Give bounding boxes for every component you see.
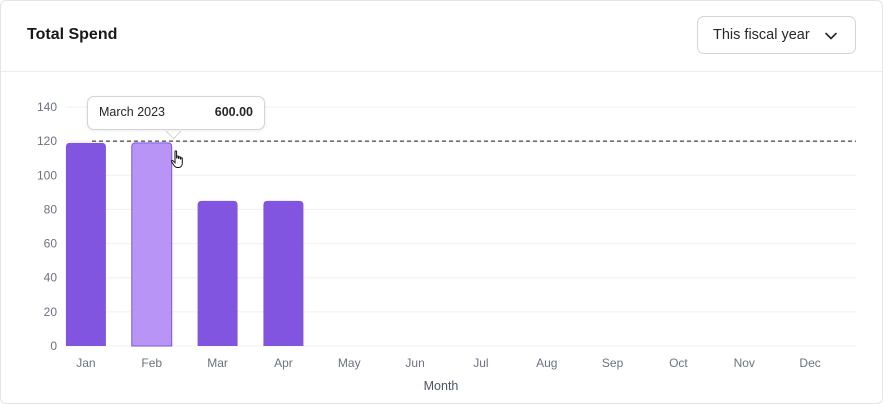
x-tick-label: Jun xyxy=(405,356,424,370)
x-tick-label: Nov xyxy=(734,356,755,370)
x-tick-label: Aug xyxy=(536,356,557,370)
x-tick-label: Jul xyxy=(473,356,488,370)
chart-tooltip: March 2023 600.00 xyxy=(87,96,265,130)
x-tick-label: Dec xyxy=(799,356,820,370)
x-axis-title: Month xyxy=(424,379,459,393)
tooltip-value: 600.00 xyxy=(214,105,253,119)
y-tick-label: 120 xyxy=(37,134,57,148)
x-tick-label: Feb xyxy=(141,356,162,370)
y-tick-label: 40 xyxy=(44,271,58,285)
x-tick-label: May xyxy=(338,356,361,370)
period-select-value: This fiscal year xyxy=(713,27,810,43)
y-tick-label: 100 xyxy=(37,168,57,182)
chevron-down-icon xyxy=(825,32,837,40)
y-tick-label: 60 xyxy=(44,237,58,251)
x-tick-label: Mar xyxy=(207,356,228,370)
bar-jan[interactable] xyxy=(65,142,106,346)
y-tick-label: 20 xyxy=(44,305,58,319)
bar-feb[interactable] xyxy=(131,142,173,347)
x-tick-label: Apr xyxy=(274,356,293,370)
y-tick-label: 0 xyxy=(50,339,57,353)
hand-pointer-icon xyxy=(170,150,183,168)
y-tick-label: 80 xyxy=(44,202,58,216)
card-header: Total Spend This fiscal year xyxy=(1,1,882,72)
bar-apr[interactable] xyxy=(263,200,304,346)
bar-mar[interactable] xyxy=(197,200,238,346)
tooltip-label: March 2023 xyxy=(99,105,166,119)
y-tick-label: 140 xyxy=(37,100,57,114)
card-title: Total Spend xyxy=(27,26,118,43)
period-select[interactable]: This fiscal year xyxy=(697,16,856,54)
x-tick-label: Oct xyxy=(669,356,688,370)
x-tick-label: Jan xyxy=(76,356,95,370)
spend-bar-chart: 0 20 40 60 80 100 120 140 Jan Feb Mar Apr May Jun Jul A… xyxy=(37,100,856,393)
x-tick-label: Sep xyxy=(602,356,624,370)
